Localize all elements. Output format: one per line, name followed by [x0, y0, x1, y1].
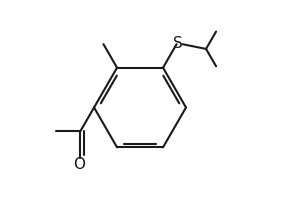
- Text: O: O: [73, 157, 85, 172]
- Text: S: S: [173, 35, 183, 51]
